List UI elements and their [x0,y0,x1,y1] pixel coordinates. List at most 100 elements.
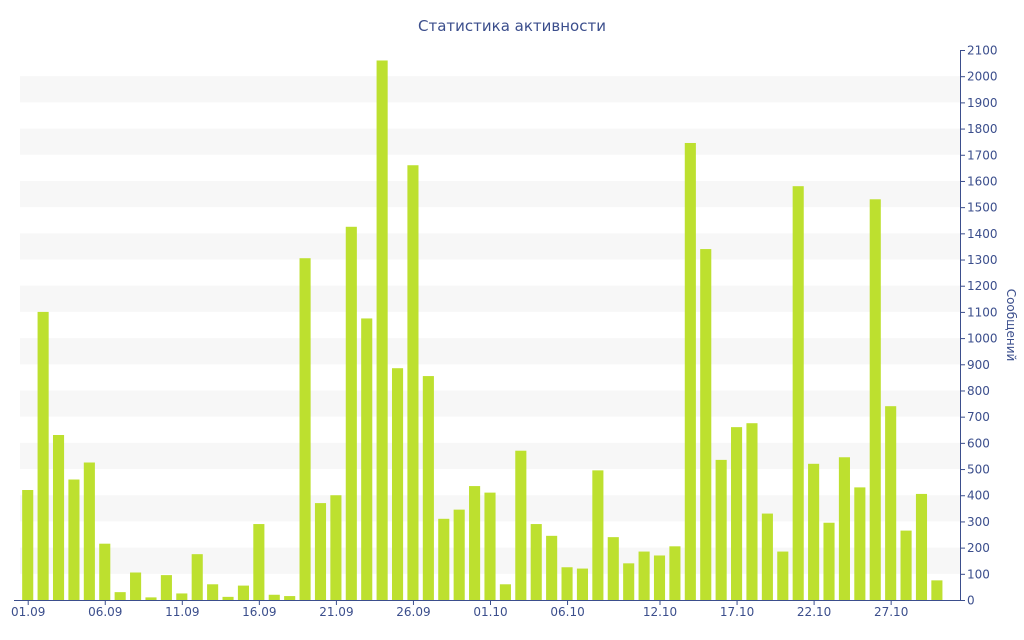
bar [160,575,172,600]
bar [330,495,342,600]
x-tick-label: 22.10 [797,605,831,619]
grid-band [20,233,960,260]
y-tick-label: 1100 [967,305,998,319]
bar [823,522,835,600]
x-tick-label: 06.09 [88,605,122,619]
y-tick-label: 2100 [967,44,998,58]
bar [715,459,727,600]
bar [299,258,311,600]
bar [422,376,434,600]
bar [777,551,789,600]
x-tick-label: 06.10 [550,605,584,619]
bar [638,551,650,600]
y-tick-labels: 0 100 200 300 400 500 600 700 800 900 1000 1100 1200… [960,44,998,608]
bar [900,530,912,600]
bar [469,486,481,600]
bar [607,537,619,600]
bar [838,457,850,600]
bar [499,584,511,600]
bar [746,423,758,600]
bar [761,513,773,600]
bar [314,503,327,600]
y-tick-label: 900 [967,358,990,372]
bar [515,450,527,600]
bar [145,597,157,600]
bar [808,463,820,600]
bar [530,524,542,600]
bar [931,580,943,600]
bar [484,492,496,600]
bar [700,249,712,601]
bar [653,555,666,600]
grid-band [20,180,960,208]
grid-band [20,76,960,103]
bar [207,584,219,600]
bar [284,596,296,600]
bar [438,518,450,600]
y-axis-label: Сообщений [1004,289,1018,362]
y-tick-label: 400 [967,489,990,503]
y-tick-label: 1200 [967,279,998,293]
axes [14,50,961,601]
grid-band [20,390,960,417]
bar [885,406,897,600]
x-tick-label: 26.09 [396,605,430,619]
bar [669,546,681,600]
y-tick-label: 1700 [967,148,998,162]
bar [915,493,928,600]
x-tick-label: 12.10 [643,605,677,619]
x-tick-label: 17.10 [720,605,754,619]
x-tick-label: 27.10 [874,605,908,619]
bar [407,165,419,601]
x-tick-label: 01.09 [11,605,45,619]
y-tick-label: 600 [967,436,990,450]
bar [592,470,604,600]
y-tick-label: 500 [967,463,990,477]
bar [222,596,234,600]
y-tick-label: 1800 [967,122,998,136]
bar [854,487,866,600]
y-tick-label: 1300 [967,253,998,267]
bar [237,585,249,600]
y-tick-label: 300 [967,515,990,529]
bar [52,435,65,600]
y-tick-label: 0 [967,594,975,608]
grid-band [20,285,960,312]
x-tick-label: 21.09 [319,605,353,619]
bar [731,427,743,600]
bar [546,535,558,600]
bar [99,543,111,600]
bar [22,490,34,600]
chart-title: Статистика активности [418,17,606,35]
x-tick-label: 01.10 [473,605,507,619]
bar [83,462,95,600]
bar [361,318,373,600]
bar [68,479,80,600]
bar [37,311,49,600]
y-tick-label: 1900 [967,96,998,110]
bar [345,226,357,601]
bar [130,572,142,600]
grid-band [20,128,960,155]
bar [623,563,635,600]
y-tick-label: 800 [967,384,990,398]
bar [869,199,881,601]
bar [684,142,696,601]
bar [253,524,265,600]
y-tick-label: 1400 [967,227,998,241]
bar [391,368,404,600]
y-tick-label: 2000 [967,70,998,84]
bars [22,60,943,601]
bar [191,554,203,600]
bar [792,186,804,600]
bar [561,567,573,600]
bar [376,60,388,601]
bar [176,593,188,600]
bar [576,568,589,600]
x-tick-label: 16.09 [242,605,276,619]
x-tick-label: 11.09 [165,605,199,619]
bar [453,509,465,600]
y-tick-label: 1600 [967,174,998,188]
